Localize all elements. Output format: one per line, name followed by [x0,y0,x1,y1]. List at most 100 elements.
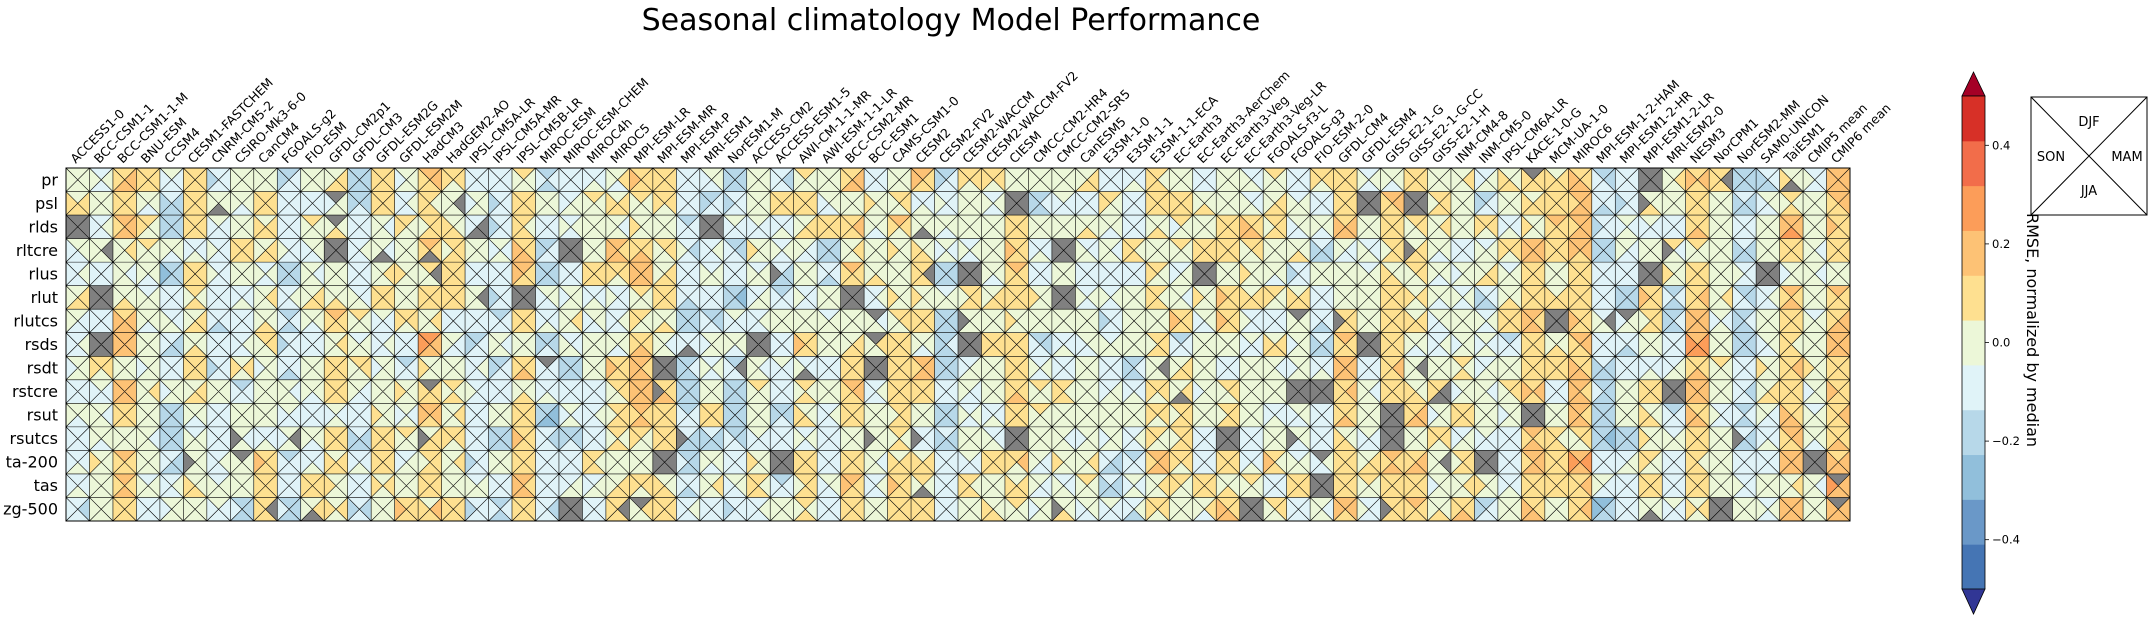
heatmap-cell-tas-FIO-ESM-son [300,473,313,498]
heatmap-cell-rsut-CESM1-FASTCHEM-jja [183,415,207,427]
heatmap-cell-rsut-EC-Earth3-Veg-djf [1216,403,1240,416]
heatmap-cell-psl-EC-Earth3-mam [1181,191,1193,216]
heatmap-cell-tas-IPSL-CM5B-LR-jja [512,485,536,498]
heatmap-cell-rlut-MIROC-ESM-djf [535,285,559,298]
heatmap-cell-ta-200-MIROC-ESM-son [535,450,548,474]
heatmap-cell-tas-CMCC-CM2-HR4-mam [1040,473,1052,498]
heatmap-cell-rlus-BCC-CSM1-1-mam [101,262,113,286]
variable-tick-label: psl [35,194,58,213]
heatmap-cell-tas-GFDL-CM3-son [347,473,360,498]
heatmap-cell-rstcre-ACCESS-CM2-mam [758,379,771,404]
heatmap-cell-ta-200-AWI-CM-1-1-MR-djf [793,450,818,463]
heatmap-cell-rstcre-GFDL-ESM2M-son [394,379,407,404]
heatmap-cell-ta-200-IPSL-CM5A-MR-djf [488,450,512,463]
heatmap-cell-rlutcs-MPI-ESM-MR-jja [652,320,677,333]
heatmap-cell-ta-200-CNRM-CM5-2-son [206,450,219,474]
heatmap-cell-rlut-BCC-CSM2-MR-son [840,285,853,310]
heatmap-cell-pr-EC-Earth3-Veg-LR-son [1239,168,1252,192]
heatmap-cell-rsds-NorESM1-M-djf [723,332,747,345]
heatmap-cell-zg-500-IPSL-CM5B-LR-jja [512,509,536,521]
heatmap-cell-zg-500-BCC-ESM1-mam [875,497,888,521]
heatmap-cell-rsds-CSIRO-Mk3-6-0-mam [242,332,254,357]
heatmap-cell-psl-E3SM-1-0-jja [1098,203,1123,216]
heatmap-cell-rsdt-CanCM4-son [253,356,266,380]
heatmap-cell-rstcre-E3SM-1-0-mam [1110,379,1123,404]
heatmap-cell-tas-BCC-CSM2-MR-djf [840,473,865,486]
heatmap-cell-ta-200-AWI-ESM-1-1-LR-son [817,450,829,474]
heatmap-cell-rlds-FIO-ESM-djf [300,215,325,227]
heatmap-cell-pr-CCSM4-djf [159,168,184,180]
heatmap-cell-rlutcs-HadGEM2-AO-jja [441,320,466,333]
heatmap-cell-rsds-MPI-ESM-LR-mam [641,332,653,357]
heatmap-cell-rlus-CMCC-CM2-SR5-son [1051,262,1064,286]
heatmap-cell-rlut-NorESM1-M-djf [723,285,747,298]
heatmap-cell-ta-200-AWI-ESM-1-1-LR-jja [817,462,841,474]
heatmap-cell-ta-200-MIROC-ESM-djf [535,450,559,463]
heatmap-cell-zg-500-IPSL-CM5A-MR-mam [500,497,512,521]
heatmap-cell-pr-CMCC-CM2-SR5-son [1051,168,1064,192]
heatmap-cell-ta-200-CanESM5-son [1075,450,1088,474]
heatmap-cell-ta-200-BCC-CSM2-MR-djf [840,450,865,463]
heatmap-cell-rlds-MPI-ESM-P-mam [688,215,700,239]
heatmap-cell-ta-200-CanCM4-jja [253,462,278,474]
heatmap-cell-rlutcs-E3SM-1-0-jja [1098,320,1123,333]
heatmap-cell-rlut-BCC-CSM1-1-mam [101,285,113,310]
heatmap-cell-rstcre-EC-Earth3-Veg-jja [1216,391,1240,404]
heatmap-cell-tas-EC-Earth3-Veg-son [1216,473,1228,498]
heatmap-cell-rsut-HadGEM2-AO-son [441,403,454,427]
heatmap-cell-rlut-CCSM4-jja [159,297,184,310]
heatmap-cell-rsutcs-MRI-ESM1-mam [711,426,724,451]
heatmap-cell-zg-500-CanESM5-djf [1075,497,1099,510]
heatmap-cell-rlds-EC-Earth3-Veg-LR-djf [1239,215,1264,227]
heatmap-cell-ta-200-CMCC-CM2-SR5-jja [1051,462,1076,474]
heatmap-cell-rltcre-FGOALS-g3-jja [1286,250,1311,263]
heatmap-cell-rstcre-CESM2-WACCM-son [958,379,970,404]
heatmap-cell-rltcre-MIROC5-mam [617,238,630,263]
heatmap-cell-pr-MIROC5-djf [605,168,630,180]
heatmap-cell-ta-200-CanCM4-mam [265,450,278,474]
heatmap-cell-rsut-AWI-CM-1-1-MR-jja [793,415,818,427]
heatmap-cell-ta-200-IPSL-CM5B-LR-mam [523,450,536,474]
heatmap-cell-rlutcs-BCC-ESM1-jja [864,320,888,333]
heatmap-cell-rltcre-IPSL-CM5A-LR-mam [476,238,489,263]
heatmap-cell-rlut-MPI-ESM-MR-son [652,285,665,310]
heatmap-cell-rlds-FGOALS-f3-L-djf [1263,215,1287,227]
heatmap-cell-rsdt-FIO-ESM-djf [300,356,325,369]
heatmap-cell-zg-500-CMCC-CM2-HR4-mam [1040,497,1052,521]
heatmap-cell-ta-200-CIESM-mam [1016,450,1029,474]
heatmap-cell-psl-CNRM-CM5-2-jja [206,203,231,216]
heatmap-cell-rsdt-MPI-ESM-MR-mam [664,356,677,380]
heatmap-cell-psl-GFDL-ESM2M-jja [394,203,419,216]
heatmap-cell-rlut-CESM2-mam [922,285,935,310]
heatmap-cell-rsutcs-FGOALS-f3-L-jja [1263,438,1287,451]
heatmap-cell-rsut-E3SM-1-0-jja [1098,415,1123,427]
heatmap-cell-rsdt-IPSL-CM5A-MR-djf [488,356,512,369]
heatmap-cell-zg-500-MRI-ESM1-son [699,497,712,521]
heatmap-cell-rlutcs-FGOALS-g2-son [277,309,289,333]
heatmap-cell-rlut-MPI-ESM-MR-jja [652,297,677,310]
heatmap-cell-rsut-CESM2-son [911,403,923,427]
heatmap-cell-ta-200-E3SM-1-0-djf [1098,450,1123,463]
heatmap-cell-tas-MPI-ESM-MR-mam [664,473,677,498]
heatmap-cell-tas-GFDL-CM2p1-son [324,473,336,498]
heatmap-cell-tas-CanESM5-son [1075,473,1088,498]
heatmap-cell-rsutcs-CESM2-WACCM-son [958,426,970,451]
heatmap-cell-ta-200-CESM2-FV2-son [934,450,947,474]
heatmap-cell-rlus-GFDL-CM2p1-mam [335,262,348,286]
heatmap-cell-tas-CESM2-WACCM-son [958,473,970,498]
heatmap-cell-rlut-CanCM4-djf [253,285,278,298]
heatmap-cell-psl-MIROC-ESM-CHEM-son [558,191,571,216]
heatmap-cell-tas-EC-Earth3-Veg-LR-jja [1239,485,1264,498]
heatmap-cell-rsutcs-AWI-CM-1-1-MR-son [793,426,806,451]
heatmap-cell-rlds-FIO-ESM-jja [300,226,325,239]
heatmap-cell-rsutcs-MPI-ESM-MR-jja [652,438,677,451]
heatmap-cell-rsutcs-MIROC-ESM-CHEM-son [558,426,571,451]
heatmap-cell-rlus-EC-Earth3-AerChem-jja [1192,273,1217,286]
heatmap-cell-tas-AWI-CM-1-1-MR-son [793,473,806,498]
heatmap-cell-zg-500-MPI-ESM-MR-mam [664,497,677,521]
heatmap-cell-ta-200-IPSL-CM5B-LR-son [512,450,524,474]
heatmap-cell-pr-MIROC-ESM-CHEM-jja [558,179,583,192]
heatmap-cell-tas-GFDL-CM2p1-mam [335,473,348,498]
heatmap-cell-rlus-E3SM-1-1-ECA-jja [1145,273,1170,286]
heatmap-cell-rsutcs-BCC-CSM1-1-jja [89,438,113,451]
